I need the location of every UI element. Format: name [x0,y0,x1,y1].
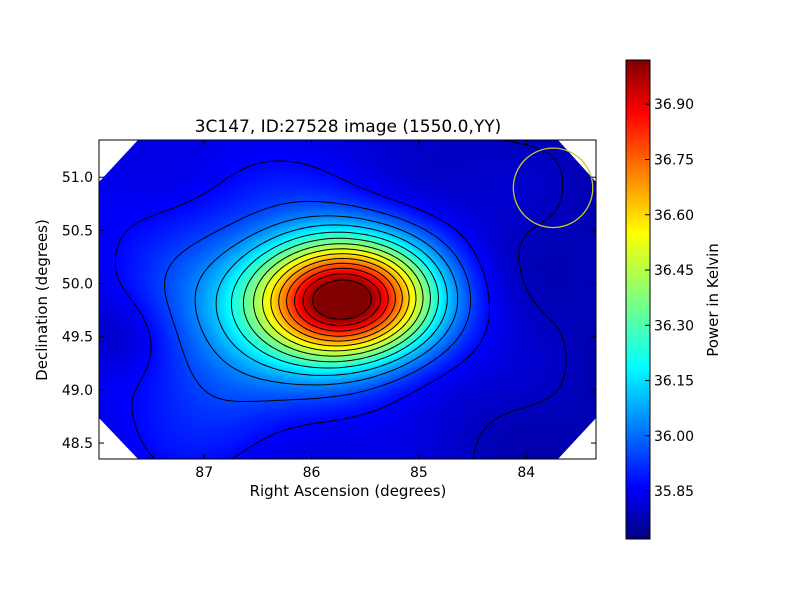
contour-level [302,273,381,327]
colorbar-tick-label: 36.15 [654,374,694,390]
colorbar-tick-label: 35.85 [654,484,694,500]
x-tick-label: 87 [195,465,213,481]
plot-area [99,140,596,459]
contour-level [230,231,439,369]
x-axis-label: Right Ascension (degrees) [250,482,447,500]
colorbar-tick-label: 36.75 [654,152,694,168]
colorbar-label: Power in Kelvin [704,243,722,357]
contour-level [262,248,417,352]
contour-level [242,237,431,363]
y-tick-label: 48.5 [62,436,93,452]
plot-frame [98,139,597,460]
colorbar-tick-label: 36.60 [654,208,694,224]
colorbar-ticks: 35.85 36.00 36.15 36.30 36.45 36.60 36.75 36.90 [645,97,694,500]
beam-ellipse [512,147,594,229]
contour-level [164,200,472,402]
contour-level [270,253,410,347]
y-tick-label: 49.5 [62,330,93,346]
y-tick-label: 50.5 [62,223,93,239]
colorbar-tick-label: 36.90 [654,97,694,113]
contour-level [312,279,372,320]
colorbar: 35.85 36.00 36.15 36.30 36.45 36.60 36.75 36.90… [625,59,722,540]
colorbar-tick-label: 36.00 [654,429,694,445]
y-axis: 48.5 49.0 49.5 50.0 50.5 51.0 [62,170,596,452]
chart-title: 3C147, ID:27528 image (1550.0,YY) [195,117,502,137]
x-tick-label: 86 [303,465,321,481]
contour-lines [114,140,567,459]
contour-level [253,243,424,357]
y-tick-label: 49.0 [62,383,93,399]
y-axis-label: Declination (degrees) [33,219,51,381]
x-tick-label: 84 [517,465,535,481]
colorbar-tick-label: 36.45 [654,263,694,279]
x-axis: 87 86 85 84 [195,140,535,481]
colorbar-tick-label: 36.30 [654,318,694,334]
y-tick-label: 51.0 [62,170,93,186]
contour-level [114,160,490,459]
contour-level [215,224,448,376]
y-tick-label: 50.0 [62,277,93,293]
contour-level [286,262,396,337]
colorbar-gradient [625,59,651,540]
contour-level [194,215,459,386]
contour-level [294,267,389,332]
heatmap-image [99,140,596,459]
contour-level [278,258,403,342]
x-tick-label: 85 [410,465,428,481]
